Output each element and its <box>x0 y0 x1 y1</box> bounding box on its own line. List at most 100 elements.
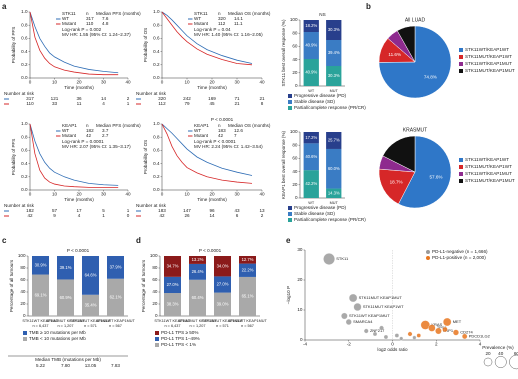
bar-segment <box>239 256 256 264</box>
survival-curve <box>161 11 253 66</box>
legend-swatch <box>288 206 292 210</box>
legend-median: 3.7 <box>102 128 109 133</box>
legend-swatch <box>459 69 463 73</box>
risk-count: 121 <box>51 96 59 101</box>
table-value: 7.83 <box>111 363 120 368</box>
risk-count: 320 <box>158 96 166 101</box>
point <box>323 253 335 265</box>
y-tick-label: 0.6 <box>153 148 160 153</box>
size-legend-label: 60 <box>514 351 518 356</box>
bar-segment <box>303 132 319 144</box>
bar-segment <box>326 132 342 149</box>
pie-slice <box>382 135 416 173</box>
category-note: n = 567 <box>241 324 254 328</box>
risk-title: Number at risk <box>136 91 167 96</box>
x-tick-label: STK11MUT KEAP1MUT <box>202 319 244 323</box>
point <box>383 334 389 340</box>
bar-segment <box>326 148 342 189</box>
size-legend-title: Prevalence (%) <box>482 345 514 350</box>
bar-value-label: 12.7% <box>242 257 254 262</box>
legend-swatch <box>459 172 463 176</box>
size-legend-label: 40 <box>498 351 504 356</box>
pie-value-label: 11.6% <box>388 52 401 57</box>
risk-count: 21 <box>234 101 240 106</box>
bar-segment <box>239 263 256 277</box>
legend-header: n <box>86 123 89 128</box>
legend-label: PD-L1 TPS ≥ 50% <box>161 330 198 335</box>
legend-header: KEAP1 <box>194 123 209 128</box>
y-axis-label: Probability of OS <box>143 140 148 174</box>
bar-segment <box>32 256 49 275</box>
risk-count: 36 <box>76 96 82 101</box>
bar-segment <box>326 66 342 86</box>
bar-segment <box>303 143 319 171</box>
legend-label: WT <box>62 16 69 21</box>
point <box>345 319 352 325</box>
legend-swatch <box>155 337 159 341</box>
x-tick-label: 10 <box>184 80 190 85</box>
bar-value-label: 13.2% <box>192 257 204 262</box>
risk-title: Number at risk <box>136 203 167 208</box>
legend-swatch <box>23 337 27 341</box>
legend-label: Progressive disease (PD) <box>294 93 347 98</box>
x-tick-label: 10 <box>184 192 190 197</box>
bar-value-label: 65.1% <box>242 294 254 299</box>
x-tick-label: STK11MUT KEAP1MUT <box>70 319 112 323</box>
category-note: n = 571 <box>84 324 97 328</box>
bar-segment <box>82 256 99 295</box>
x-tick-label: 4 <box>479 342 482 347</box>
category-note: n = 571 <box>216 324 229 328</box>
legend-swatch <box>288 218 292 222</box>
bar-value-label: 60.9% <box>60 295 72 300</box>
x-tick-label: WT <box>308 89 315 93</box>
legend-label: STK11MUT/KEAP1MUT <box>465 68 515 73</box>
x-tick-label: 0 <box>29 80 32 85</box>
y-axis-label: KEAP1 best overall response (%) <box>281 130 286 199</box>
point-label: STK11WT KEAP1MUT <box>349 313 390 318</box>
bar-value-label: 18.2% <box>305 23 317 28</box>
x-tick-label: 0 <box>161 192 164 197</box>
annotation: MV HR: 2.07 (95% CI: 1.35–3.17) <box>62 144 131 149</box>
x-tick-label: 30 <box>234 192 240 197</box>
bar-value-label: 25.7% <box>328 138 340 143</box>
risk-count: 1 <box>102 213 105 218</box>
risk-count: 317 <box>26 96 34 101</box>
bar-value-label: 35.4% <box>85 302 97 307</box>
legend-median: 11.1 <box>234 21 243 26</box>
legend-swatch <box>459 158 463 162</box>
legend-label: Mutant <box>62 21 77 26</box>
y-tick-label: 0.4 <box>153 49 160 54</box>
point-label: TP53 <box>437 325 447 330</box>
y-axis-label: Percentage of all tumours <box>141 259 146 312</box>
chart-title: P < 0.0001 <box>199 248 222 253</box>
chart-title: All LUAD <box>405 17 426 23</box>
legend-swatch <box>23 331 27 335</box>
y-tick-label: 0.6 <box>21 148 28 153</box>
legend-swatch <box>459 179 463 183</box>
x-axis-label: Time (months) <box>64 85 94 90</box>
pie-value-label: 57.6% <box>429 174 442 179</box>
bar-value-label: 39.1% <box>60 265 72 270</box>
bar-segment <box>107 256 124 279</box>
y-tick-label: 0.2 <box>21 62 28 67</box>
legend-label: Mutant <box>62 133 77 138</box>
y-tick-label: 40 <box>292 57 298 62</box>
x-tick-label: 40 <box>259 80 265 85</box>
bar-value-label: 30.3% <box>328 73 340 78</box>
legend-swatch <box>426 256 430 260</box>
legend-swatch <box>155 331 159 335</box>
legend-label: WT <box>194 128 201 133</box>
bar-segment <box>303 32 319 60</box>
point <box>435 327 442 335</box>
point-label: SMARCA4 <box>353 319 373 324</box>
x-tick-label: 30 <box>101 80 107 85</box>
point <box>372 331 378 337</box>
legend-n: 110 <box>86 21 94 26</box>
point-label: PDCD1LG2 <box>469 333 491 338</box>
y-tick-label: 0.4 <box>21 161 28 166</box>
bar-segment <box>326 20 342 40</box>
y-tick-label: 0.8 <box>21 22 28 27</box>
y-tick-label: 0.8 <box>153 134 160 139</box>
x-tick-label: 20 <box>76 192 82 197</box>
